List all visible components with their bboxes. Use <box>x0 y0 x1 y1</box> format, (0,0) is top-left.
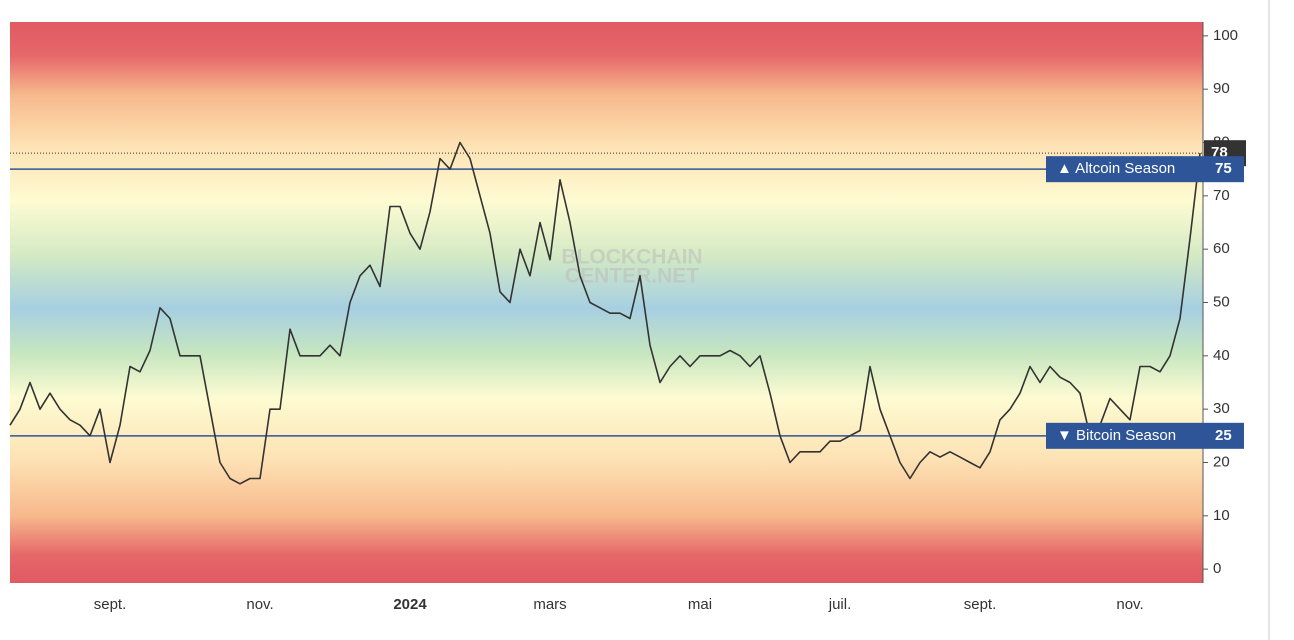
watermark: CENTER.NET <box>565 265 699 288</box>
x-tick-label: nov. <box>246 596 273 613</box>
y-tick-label: 60 <box>1213 240 1230 257</box>
series-line <box>9 141 1201 485</box>
y-tick-label: 90 <box>1213 80 1230 97</box>
y-tick-label: 100 <box>1213 27 1238 44</box>
x-tick-label: sept. <box>94 596 127 613</box>
y-tick-label: 50 <box>1213 293 1230 310</box>
threshold-label: ▼ Bitcoin Season <box>1057 427 1176 444</box>
threshold-box <box>1046 422 1244 449</box>
y-tick-label: 30 <box>1213 400 1230 417</box>
x-tick-label: sept. <box>964 596 997 613</box>
x-tick-label: juil. <box>828 596 852 613</box>
plot-layer: 0102030405060708090100sept.nov.2024marsm… <box>9 27 1246 613</box>
y-tick-label: 0 <box>1213 560 1221 577</box>
x-tick-label: mai <box>688 596 712 613</box>
threshold-label: ▲ Altcoin Season <box>1057 160 1175 177</box>
y-tick-label: 40 <box>1213 347 1230 364</box>
threshold-value: 25 <box>1215 427 1232 444</box>
x-tick-label: mars <box>533 596 566 613</box>
watermark: BLOCKCHAIN <box>561 246 702 269</box>
x-tick-label: 2024 <box>393 596 427 613</box>
threshold-box <box>1046 156 1244 183</box>
y-tick-label: 70 <box>1213 187 1230 204</box>
x-tick-label: nov. <box>1116 596 1143 613</box>
plot-background <box>10 22 1203 583</box>
y-tick-label: 20 <box>1213 453 1230 470</box>
threshold-value: 75 <box>1215 160 1232 177</box>
y-tick-label: 10 <box>1213 507 1230 524</box>
